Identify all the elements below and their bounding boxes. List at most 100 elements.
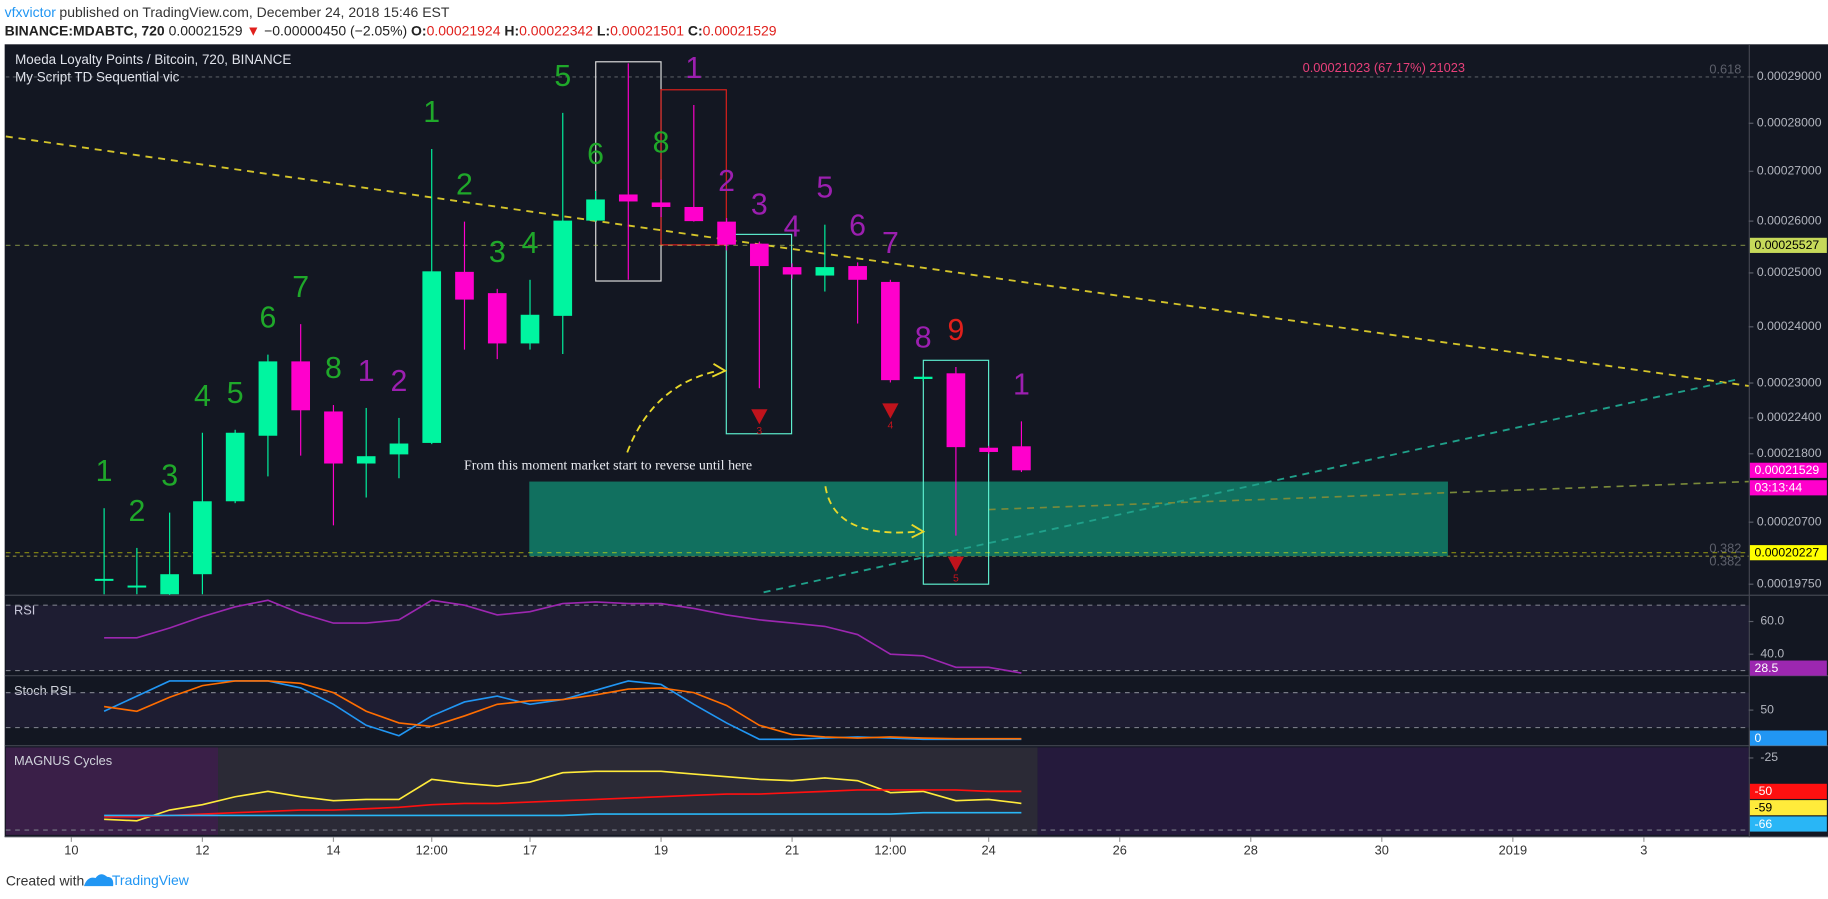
arrow-head (911, 523, 926, 539)
td-marker-label: 5 (953, 574, 959, 585)
td-marker (751, 409, 768, 425)
td-count: 4 (784, 210, 801, 243)
chart-title: Moeda Loyalty Points / Bitcoin, 720, BIN… (15, 52, 291, 67)
indicator-value: -59 (1755, 801, 1773, 815)
level-label: 0.00025527 (1755, 238, 1820, 252)
candle-body (520, 314, 540, 344)
y-tick-label: 0.00025000 (1757, 265, 1822, 279)
ohlc-label: O: (411, 22, 427, 38)
candle-body (356, 456, 376, 464)
td-count: 2 (718, 165, 735, 198)
td-marker-label: 3 (756, 426, 762, 437)
indicator-value: -66 (1755, 817, 1773, 831)
td-marker (882, 403, 899, 419)
y-tick-label: 0.00028000 (1757, 115, 1822, 129)
candle-body (258, 361, 278, 436)
td-count: 6 (587, 138, 604, 171)
x-tick-label: 24 (982, 843, 996, 858)
highlight-box (922, 359, 990, 585)
y-tick-label: 0.00026000 (1757, 213, 1822, 227)
td-count: 6 (849, 209, 866, 242)
td-count: 4 (194, 380, 211, 413)
symbol: BINANCE:MDABTC, 720 (5, 22, 165, 38)
indicator-line (104, 599, 1022, 674)
candle-body (193, 501, 212, 575)
x-tick-label: 10 (64, 843, 78, 858)
td-count: 5 (227, 377, 244, 410)
level-label: 0.00020227 (1755, 545, 1820, 559)
fib-label: 0.618 (1709, 61, 1741, 76)
symbol-line: BINANCE:MDABTC, 720 0.00021529 ▼ −0.0000… (5, 22, 777, 38)
highlight-box (660, 89, 727, 246)
arrow (626, 369, 719, 453)
indicator-line (103, 680, 1022, 740)
candle-body (553, 220, 573, 316)
brand[interactable]: TradingView (112, 872, 190, 888)
price-label: 0.00021529 (1755, 463, 1820, 477)
footer: Created with (6, 872, 85, 888)
price-label-box (1749, 462, 1827, 478)
author[interactable]: vfxvictor (5, 4, 57, 20)
x-tick-label: 21 (785, 843, 799, 858)
y-tick-label: 0.00022400 (1757, 410, 1822, 424)
candle-body (291, 361, 311, 411)
annotation: From this moment market start to reverse… (464, 459, 752, 474)
indicator-line (104, 770, 1022, 822)
td-count: 1 (96, 455, 113, 488)
y-tick-label: 0.00019750 (1757, 576, 1822, 590)
x-tick-label: 17 (523, 843, 537, 858)
countdown: 03:13:44 (1755, 481, 1803, 495)
td-count: 1 (685, 52, 702, 85)
candle-body (94, 578, 114, 581)
indicator-value: 0 (1755, 731, 1762, 745)
candle-body (684, 206, 704, 222)
x-tick-label: 2019 (1499, 843, 1528, 858)
ohlc-value: 0.00021924 (427, 22, 501, 38)
indicator-line (104, 811, 1022, 817)
fib-label: 0.382 (1709, 541, 1741, 556)
candle-body (881, 281, 900, 381)
td-marker (947, 556, 965, 572)
countdown-box (1749, 480, 1827, 496)
candle-body (717, 221, 736, 245)
y-tick-label: 0.00024000 (1757, 319, 1822, 333)
td-count: 6 (259, 302, 276, 335)
arrow (824, 486, 917, 534)
indicator-value-box (1749, 660, 1827, 676)
y-tick-label: 50 (1760, 702, 1774, 716)
publish-line: vfxvictor published on TradingView.com, D… (5, 4, 450, 20)
candle-body (389, 443, 409, 455)
td-count: 2 (391, 365, 408, 398)
td-count: 1 (423, 96, 440, 129)
indicator-value: -50 (1755, 784, 1773, 798)
td-count: 3 (751, 189, 768, 222)
ohlc-value: 0.00021501 (610, 22, 684, 38)
candle-body (586, 199, 605, 221)
td-count: 2 (128, 495, 145, 528)
fib-label: 0.382 (1709, 553, 1741, 568)
chart-background (4, 44, 1828, 838)
candle-body (618, 194, 638, 202)
candle-body (1012, 446, 1031, 471)
indicator-value: 28.5 (1755, 661, 1779, 675)
ohlc-value: 0.00022342 (519, 22, 593, 38)
candle-body (422, 271, 442, 443)
logo (83, 874, 114, 887)
indicator-value-box (1749, 800, 1827, 816)
trend-line (988, 480, 1749, 511)
y-tick-label: 60.0 (1760, 614, 1784, 628)
cycle-zone (218, 747, 1038, 835)
candle-body (487, 293, 507, 344)
candle-body (127, 585, 147, 588)
td-count: 4 (522, 227, 539, 260)
arrow-head (711, 362, 728, 378)
candle-body (979, 447, 998, 452)
candle-body (651, 202, 671, 207)
x-tick-label: 3 (1640, 843, 1647, 858)
last-price: 0.00021529 (169, 22, 243, 38)
td-count: 9 (947, 314, 964, 347)
trend-line (5, 135, 1749, 387)
candle-body (815, 267, 835, 276)
indicator-value-box (1749, 730, 1827, 746)
